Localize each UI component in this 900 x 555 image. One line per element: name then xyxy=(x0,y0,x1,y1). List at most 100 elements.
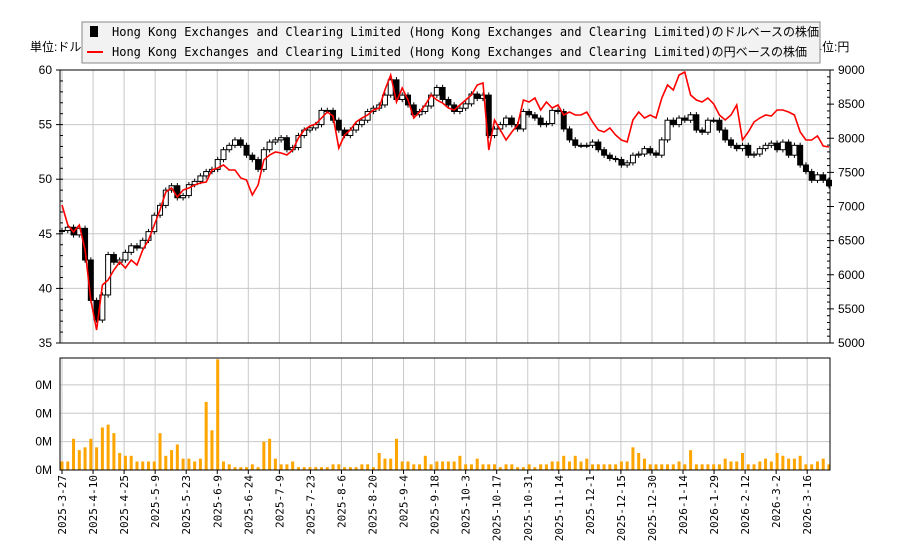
x-tick-label: 2025-6-24 xyxy=(242,475,255,535)
left-y-tick-label: 60 xyxy=(39,63,53,77)
volume-bar xyxy=(510,464,514,470)
candle-up xyxy=(739,144,746,150)
volume-bar xyxy=(106,424,110,470)
candle-up xyxy=(751,153,758,156)
volume-y-tick-label: 0M xyxy=(35,378,52,392)
candle-up xyxy=(629,154,636,164)
volume-bar xyxy=(429,464,433,470)
volume-bar xyxy=(550,461,554,470)
volume-bar xyxy=(170,450,174,470)
left-y-tick-label: 45 xyxy=(39,227,53,241)
volume-bar xyxy=(118,452,122,470)
candle-down xyxy=(820,174,827,181)
volume-bar xyxy=(521,467,525,470)
volume-bar xyxy=(100,427,104,470)
candle-up xyxy=(676,117,683,126)
volume-bar xyxy=(717,464,721,470)
volume-bar xyxy=(348,467,352,470)
candle-down xyxy=(670,119,677,126)
candle-up xyxy=(704,119,711,133)
volume-bar xyxy=(435,461,439,470)
volume-bar xyxy=(239,467,243,470)
volume-bar xyxy=(325,467,329,470)
volume-bar xyxy=(343,467,347,470)
candle-up xyxy=(664,119,671,141)
volume-bar xyxy=(769,461,773,470)
candle-down xyxy=(727,139,734,146)
candle-down xyxy=(612,157,619,161)
volume-bar xyxy=(360,464,364,470)
candle-up xyxy=(791,144,798,156)
candle-up xyxy=(762,144,769,150)
volume-bar xyxy=(792,458,796,470)
volume-bar xyxy=(141,461,145,470)
candle-down xyxy=(554,109,561,112)
volume-bar xyxy=(158,433,162,470)
volume-bar xyxy=(677,461,681,470)
volume-bar xyxy=(827,464,831,470)
candle-up xyxy=(232,139,239,146)
volume-bar xyxy=(740,452,744,470)
volume-bar xyxy=(400,461,404,470)
volume-bar xyxy=(671,464,675,470)
volume-bar xyxy=(764,458,768,470)
volume-bar xyxy=(487,464,491,470)
volume-plot-frame xyxy=(59,357,831,471)
candle-up xyxy=(520,110,527,130)
volume-bar xyxy=(273,458,277,470)
volume-bar xyxy=(308,467,312,470)
candle-up xyxy=(203,171,210,177)
volume-bar xyxy=(666,464,670,470)
volume-bar xyxy=(469,464,473,470)
volume-bar xyxy=(193,461,197,470)
candle-up xyxy=(353,124,360,131)
volume-bar xyxy=(660,464,664,470)
volume-bar xyxy=(475,458,479,470)
volume-y-tick-label: 0M xyxy=(35,463,52,477)
x-tick-label: 2025-9-18 xyxy=(429,475,442,535)
volume-bar xyxy=(423,455,427,470)
volume-bar xyxy=(147,461,151,470)
left-axis-unit: 単位:ドル xyxy=(30,39,81,54)
x-tick-label: 2026-1-29 xyxy=(708,475,721,535)
candle-up xyxy=(814,174,821,181)
volume-bar xyxy=(406,461,410,470)
volume-bar xyxy=(123,455,127,470)
candle-up xyxy=(433,86,440,96)
volume-bar xyxy=(221,461,225,470)
candle-down xyxy=(110,254,117,263)
left-y-tick-label: 55 xyxy=(39,118,53,132)
candle-down xyxy=(255,159,262,170)
candle-up xyxy=(641,148,648,155)
volume-bar xyxy=(723,458,727,470)
candle-up xyxy=(635,153,642,156)
candle-down xyxy=(601,149,608,156)
volume-bar xyxy=(654,464,658,470)
x-tick-label: 2025-9-4 xyxy=(398,475,411,528)
volume-bar xyxy=(637,452,641,470)
candle-up xyxy=(180,195,187,199)
volume-bar xyxy=(821,458,825,470)
volume-bar xyxy=(493,464,497,470)
volume-bar xyxy=(331,464,335,470)
volume-bar xyxy=(712,464,716,470)
candle-down xyxy=(237,139,244,146)
candle-up xyxy=(768,142,775,146)
x-tick-label: 2025-10-17 xyxy=(491,475,504,541)
volume-bar xyxy=(446,461,450,470)
right-y-tick-label: 6000 xyxy=(838,268,865,282)
x-tick-label: 2025-10-31 xyxy=(522,475,535,541)
volume-bar xyxy=(804,464,808,470)
volume-bar xyxy=(735,461,739,470)
volume-bar xyxy=(758,461,762,470)
candle-down xyxy=(647,148,654,154)
volume-bar xyxy=(389,458,393,470)
right-y-tick-label: 8000 xyxy=(838,131,865,145)
candle-up xyxy=(105,254,112,296)
x-tick-label: 2025-7-23 xyxy=(304,475,317,535)
candle-up xyxy=(358,119,365,126)
volume-bar xyxy=(210,430,214,470)
volume-bar xyxy=(377,452,381,470)
candle-down xyxy=(699,129,706,133)
candle-down xyxy=(733,144,740,150)
